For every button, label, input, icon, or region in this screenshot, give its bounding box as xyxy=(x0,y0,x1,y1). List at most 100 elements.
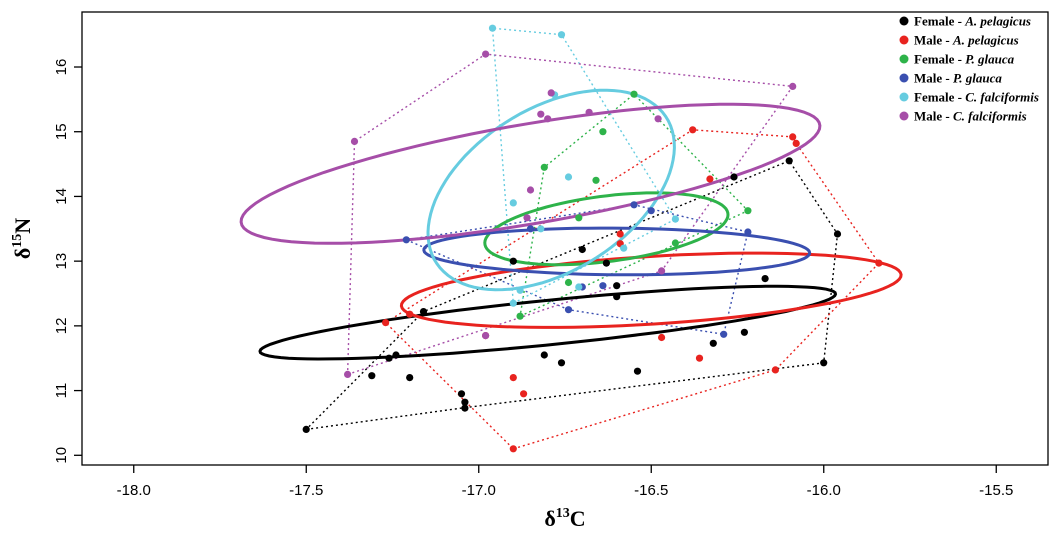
hull-male-p-glauca xyxy=(406,204,749,336)
point-male-a-pelagicus xyxy=(792,139,800,147)
point-female-c-falciformis xyxy=(575,283,583,291)
point-female-p-glauca xyxy=(575,214,583,222)
y-axis-title-rest: N xyxy=(10,218,35,234)
x-tick-label: -16.5 xyxy=(634,482,668,499)
x-axis-title-base: δ xyxy=(544,506,555,531)
y-axis-title-sup: 15 xyxy=(10,234,25,248)
point-male-c-falciformis xyxy=(654,115,662,123)
ellipse-male-c-falciformis xyxy=(239,102,822,245)
x-axis: -18.0 -17.5 -17.0 -16.5 -16.0 -15.5 xyxy=(117,465,1013,499)
point-female-a-pelagicus xyxy=(602,259,611,267)
point-female-a-pelagicus xyxy=(785,157,793,165)
points-layer xyxy=(302,24,883,453)
y-tick-label: 13 xyxy=(53,253,70,270)
legend-label: Female - A. pelagicus xyxy=(914,14,1031,29)
point-female-a-pelagicus xyxy=(406,374,414,382)
x-tick-label: -18.0 xyxy=(117,482,151,499)
point-female-c-falciformis xyxy=(516,286,524,294)
point-male-p-glauca xyxy=(720,330,728,338)
y-axis-title-base: δ xyxy=(10,248,35,259)
point-female-a-pelagicus xyxy=(578,245,586,254)
x-axis-title-rest: C xyxy=(570,506,586,531)
point-male-a-pelagicus xyxy=(875,259,883,267)
point-female-p-glauca xyxy=(564,278,573,287)
point-male-a-pelagicus xyxy=(689,126,697,134)
point-male-c-falciformis xyxy=(344,370,352,378)
ellipse-male-a-pelagicus xyxy=(399,251,903,329)
y-tick-label: 12 xyxy=(53,318,70,335)
ellipse-male-p-glauca xyxy=(422,226,812,277)
point-female-a-pelagicus xyxy=(761,275,769,283)
point-female-p-glauca xyxy=(592,176,600,184)
y-tick-label: 11 xyxy=(53,383,70,399)
point-female-a-pelagicus xyxy=(302,425,310,433)
legend: Female - A. pelagicus Male - A. pelagicus… xyxy=(899,14,1039,124)
x-axis-title-sup: 13 xyxy=(556,506,570,521)
point-female-c-falciformis xyxy=(537,225,545,233)
point-male-c-falciformis xyxy=(585,108,593,116)
point-female-a-pelagicus xyxy=(368,372,376,380)
legend-marker xyxy=(899,16,909,26)
point-male-p-glauca xyxy=(647,207,655,215)
hull-male-a-pelagicus xyxy=(384,129,880,450)
point-female-c-falciformis xyxy=(564,173,573,181)
point-female-a-pelagicus xyxy=(392,351,400,359)
point-female-a-pelagicus xyxy=(385,354,393,362)
point-female-p-glauca xyxy=(540,163,548,171)
x-tick-label: -16.0 xyxy=(807,482,841,499)
point-female-a-pelagicus xyxy=(820,359,828,367)
point-male-a-pelagicus xyxy=(406,310,414,318)
point-female-a-pelagicus xyxy=(461,404,469,412)
point-female-a-pelagicus xyxy=(833,230,842,238)
ellipse-female-p-glauca xyxy=(483,191,730,267)
point-female-p-glauca xyxy=(599,128,607,136)
point-female-a-pelagicus xyxy=(557,359,566,367)
point-male-c-falciformis xyxy=(658,267,666,275)
point-female-a-pelagicus xyxy=(509,257,517,265)
legend-marker xyxy=(899,35,909,45)
point-male-p-glauca xyxy=(630,201,638,209)
point-female-p-glauca xyxy=(671,239,680,247)
point-female-p-glauca xyxy=(630,90,638,98)
point-male-c-falciformis xyxy=(537,110,545,118)
point-male-a-pelagicus xyxy=(771,366,780,374)
point-male-a-pelagicus xyxy=(706,175,714,183)
ellipses-layer xyxy=(239,88,903,361)
point-female-p-glauca xyxy=(516,312,524,320)
x-tick-label: -17.5 xyxy=(289,482,323,499)
point-male-c-falciformis xyxy=(482,332,490,340)
point-male-c-falciformis xyxy=(547,89,555,97)
point-male-a-pelagicus xyxy=(520,390,528,398)
point-female-a-pelagicus xyxy=(633,367,642,375)
legend-label: Male - A. pelagicus xyxy=(914,33,1019,48)
point-female-a-pelagicus xyxy=(457,390,466,398)
point-female-a-pelagicus xyxy=(613,293,621,301)
point-female-c-falciformis xyxy=(620,244,628,252)
ellipse-female-c-falciformis xyxy=(426,88,676,292)
point-female-c-falciformis xyxy=(488,24,497,32)
point-male-a-pelagicus xyxy=(789,133,797,141)
point-male-c-falciformis xyxy=(789,82,797,90)
point-male-p-glauca xyxy=(744,228,752,236)
point-female-c-falciformis xyxy=(671,215,680,223)
point-female-a-pelagicus xyxy=(419,308,428,316)
point-male-a-pelagicus xyxy=(382,319,390,327)
point-male-a-pelagicus xyxy=(658,333,666,342)
point-male-a-pelagicus xyxy=(695,354,704,362)
point-male-p-glauca xyxy=(599,282,607,290)
point-male-c-falciformis xyxy=(482,50,490,58)
x-tick-label: -15.5 xyxy=(979,482,1013,499)
point-female-a-pelagicus xyxy=(730,173,738,181)
point-male-a-pelagicus xyxy=(616,230,624,238)
point-female-c-falciformis xyxy=(509,199,517,207)
point-male-c-falciformis xyxy=(526,186,535,194)
y-axis-title: δ15N xyxy=(10,218,35,259)
point-female-c-falciformis xyxy=(557,31,566,39)
legend-label: Male - C. falciformis xyxy=(914,109,1027,124)
ellipse-female-a-pelagicus xyxy=(258,284,838,361)
point-female-a-pelagicus xyxy=(461,398,469,406)
point-female-a-pelagicus xyxy=(540,351,548,359)
y-tick-label: 15 xyxy=(53,123,70,140)
point-female-a-pelagicus xyxy=(740,328,749,336)
